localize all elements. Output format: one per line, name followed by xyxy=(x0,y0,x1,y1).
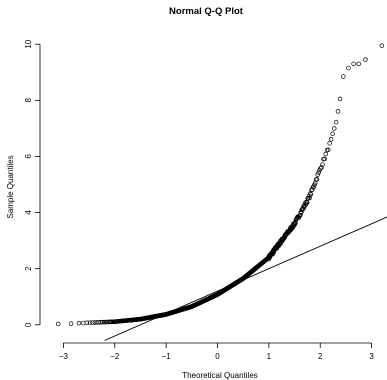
sample-point xyxy=(337,96,343,102)
sample-point xyxy=(312,182,317,188)
sample-point xyxy=(356,61,362,67)
sample-point xyxy=(332,126,337,131)
x-tick-label: −1 xyxy=(162,352,172,361)
sample-point xyxy=(363,57,368,62)
y-tick-label: 10 xyxy=(24,39,33,48)
sample-point xyxy=(379,43,385,48)
sample-point xyxy=(298,212,303,218)
x-tick-label: −2 xyxy=(110,352,120,361)
x-tick-label: 3 xyxy=(369,352,374,361)
sample-point xyxy=(341,74,346,79)
sample-point xyxy=(302,203,308,208)
sample-point xyxy=(98,319,103,325)
y-tick-label: 0 xyxy=(24,322,33,327)
y-tick-label: 4 xyxy=(24,210,33,215)
sample-point xyxy=(315,172,320,177)
sample-point xyxy=(308,192,314,197)
sample-point xyxy=(298,210,304,215)
sample-point xyxy=(68,321,74,326)
x-axis-label: Theoretical Quantiles xyxy=(182,371,258,380)
y-tick-label: 6 xyxy=(24,154,33,159)
sample-point xyxy=(76,320,82,326)
sample-point xyxy=(322,156,327,162)
sample-point xyxy=(314,176,320,182)
sample-point xyxy=(326,147,331,152)
sample-point xyxy=(328,137,334,142)
y-tick-label: 8 xyxy=(24,98,33,103)
sample-point xyxy=(87,320,93,325)
sample-point xyxy=(335,109,341,114)
y-tick-label: 2 xyxy=(24,266,33,271)
reference-line-group xyxy=(104,216,387,341)
sample-point xyxy=(351,61,356,67)
sample-point xyxy=(327,141,332,146)
x-tick-label: −3 xyxy=(59,352,69,361)
sample-point xyxy=(318,166,323,171)
sample-point xyxy=(96,320,102,325)
sample-point xyxy=(307,191,313,196)
sample-point xyxy=(310,184,316,190)
qq-reference-line xyxy=(104,216,387,341)
sample-point xyxy=(330,131,335,137)
sample-point xyxy=(319,165,324,170)
sample-point xyxy=(84,320,90,326)
sample-point xyxy=(56,321,61,327)
ticks-group: −3 −2 −1 0 1 2 3 0 2 4 6 8 10 xyxy=(24,39,374,361)
x-tick-label: 0 xyxy=(215,352,220,361)
sample-point xyxy=(320,162,325,167)
sample-point xyxy=(313,180,318,186)
sample-point xyxy=(323,151,329,157)
x-tick-label: 1 xyxy=(267,352,272,361)
sample-point xyxy=(90,320,95,325)
sample-point xyxy=(316,170,321,175)
x-tick-label: 2 xyxy=(318,352,323,361)
sample-point xyxy=(346,65,351,71)
sample-point xyxy=(100,319,105,325)
sample-point xyxy=(333,119,339,125)
sample-point xyxy=(298,209,304,215)
sample-point xyxy=(304,200,310,205)
points-group xyxy=(56,43,385,327)
sample-point xyxy=(293,221,298,226)
chart-title: Normal Q-Q Plot xyxy=(169,6,244,17)
y-axis-label: Sample Quantiles xyxy=(6,155,15,218)
